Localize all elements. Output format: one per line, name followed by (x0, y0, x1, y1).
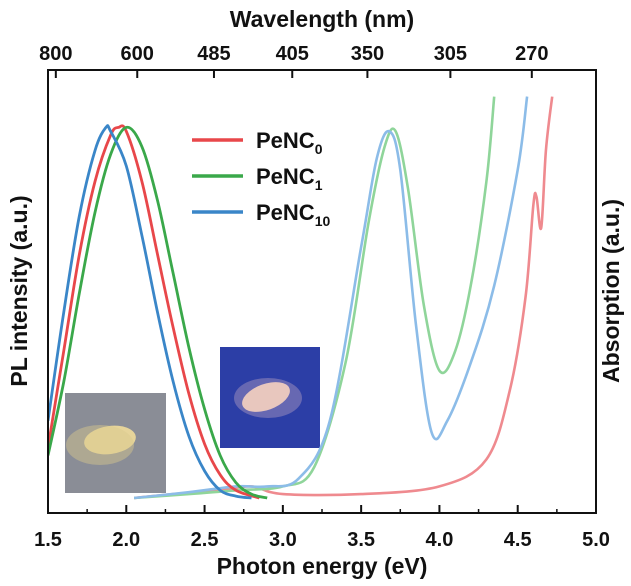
x-tick-label: 4.5 (504, 529, 532, 551)
y-axis-title-right: Absorption (a.u.) (598, 199, 624, 383)
x2-tick-label: 485 (197, 43, 230, 65)
x-tick-label: 3.5 (347, 529, 375, 551)
series-group (48, 96, 554, 500)
x-tick-label: 2.0 (112, 529, 140, 551)
inset-right-powder (242, 382, 290, 412)
x2-tick-label: 305 (434, 43, 467, 65)
inset-photo-uv-powder (220, 347, 320, 448)
x-tick-label: 5.0 (582, 529, 610, 551)
legend-label: PeNC1 (256, 164, 323, 193)
x2-tick-label: 350 (351, 43, 384, 65)
legend-label: PeNC0 (256, 128, 323, 157)
x2-tick-label: 270 (515, 43, 548, 65)
x2-tick-label: 800 (39, 43, 72, 65)
inset-left-powder (84, 425, 136, 455)
x-axis-title: Photon energy (eV) (217, 553, 428, 579)
inset-right-powder-glow (234, 378, 302, 418)
absorption-line-penc10 (133, 96, 529, 500)
x2-tick-label: 405 (276, 43, 309, 65)
inset-photo-yellow-powder (65, 393, 166, 493)
x2-tick-label: 600 (121, 43, 154, 65)
ticks-group: 1.5 2.0 2.5 3.0 3.5 4.0 4.5 5.0 800 600 485 405 350 3… (34, 43, 610, 551)
x2-axis-title: Wavelength (nm) (230, 6, 414, 32)
x-tick-label: 2.5 (191, 529, 219, 551)
pl-line-penc1 (48, 125, 268, 500)
absorption-line-penc0 (133, 96, 554, 500)
inset-left-powder-spread (66, 425, 134, 465)
x-tick-label: 1.5 (34, 529, 62, 551)
x-tick-label: 3.0 (269, 529, 297, 551)
pl-line-penc0 (48, 124, 260, 500)
pl-line-penc10 (48, 124, 252, 500)
y-axis-title-left: PL intensity (a.u.) (6, 195, 32, 386)
x-tick-label: 4.0 (426, 529, 454, 551)
